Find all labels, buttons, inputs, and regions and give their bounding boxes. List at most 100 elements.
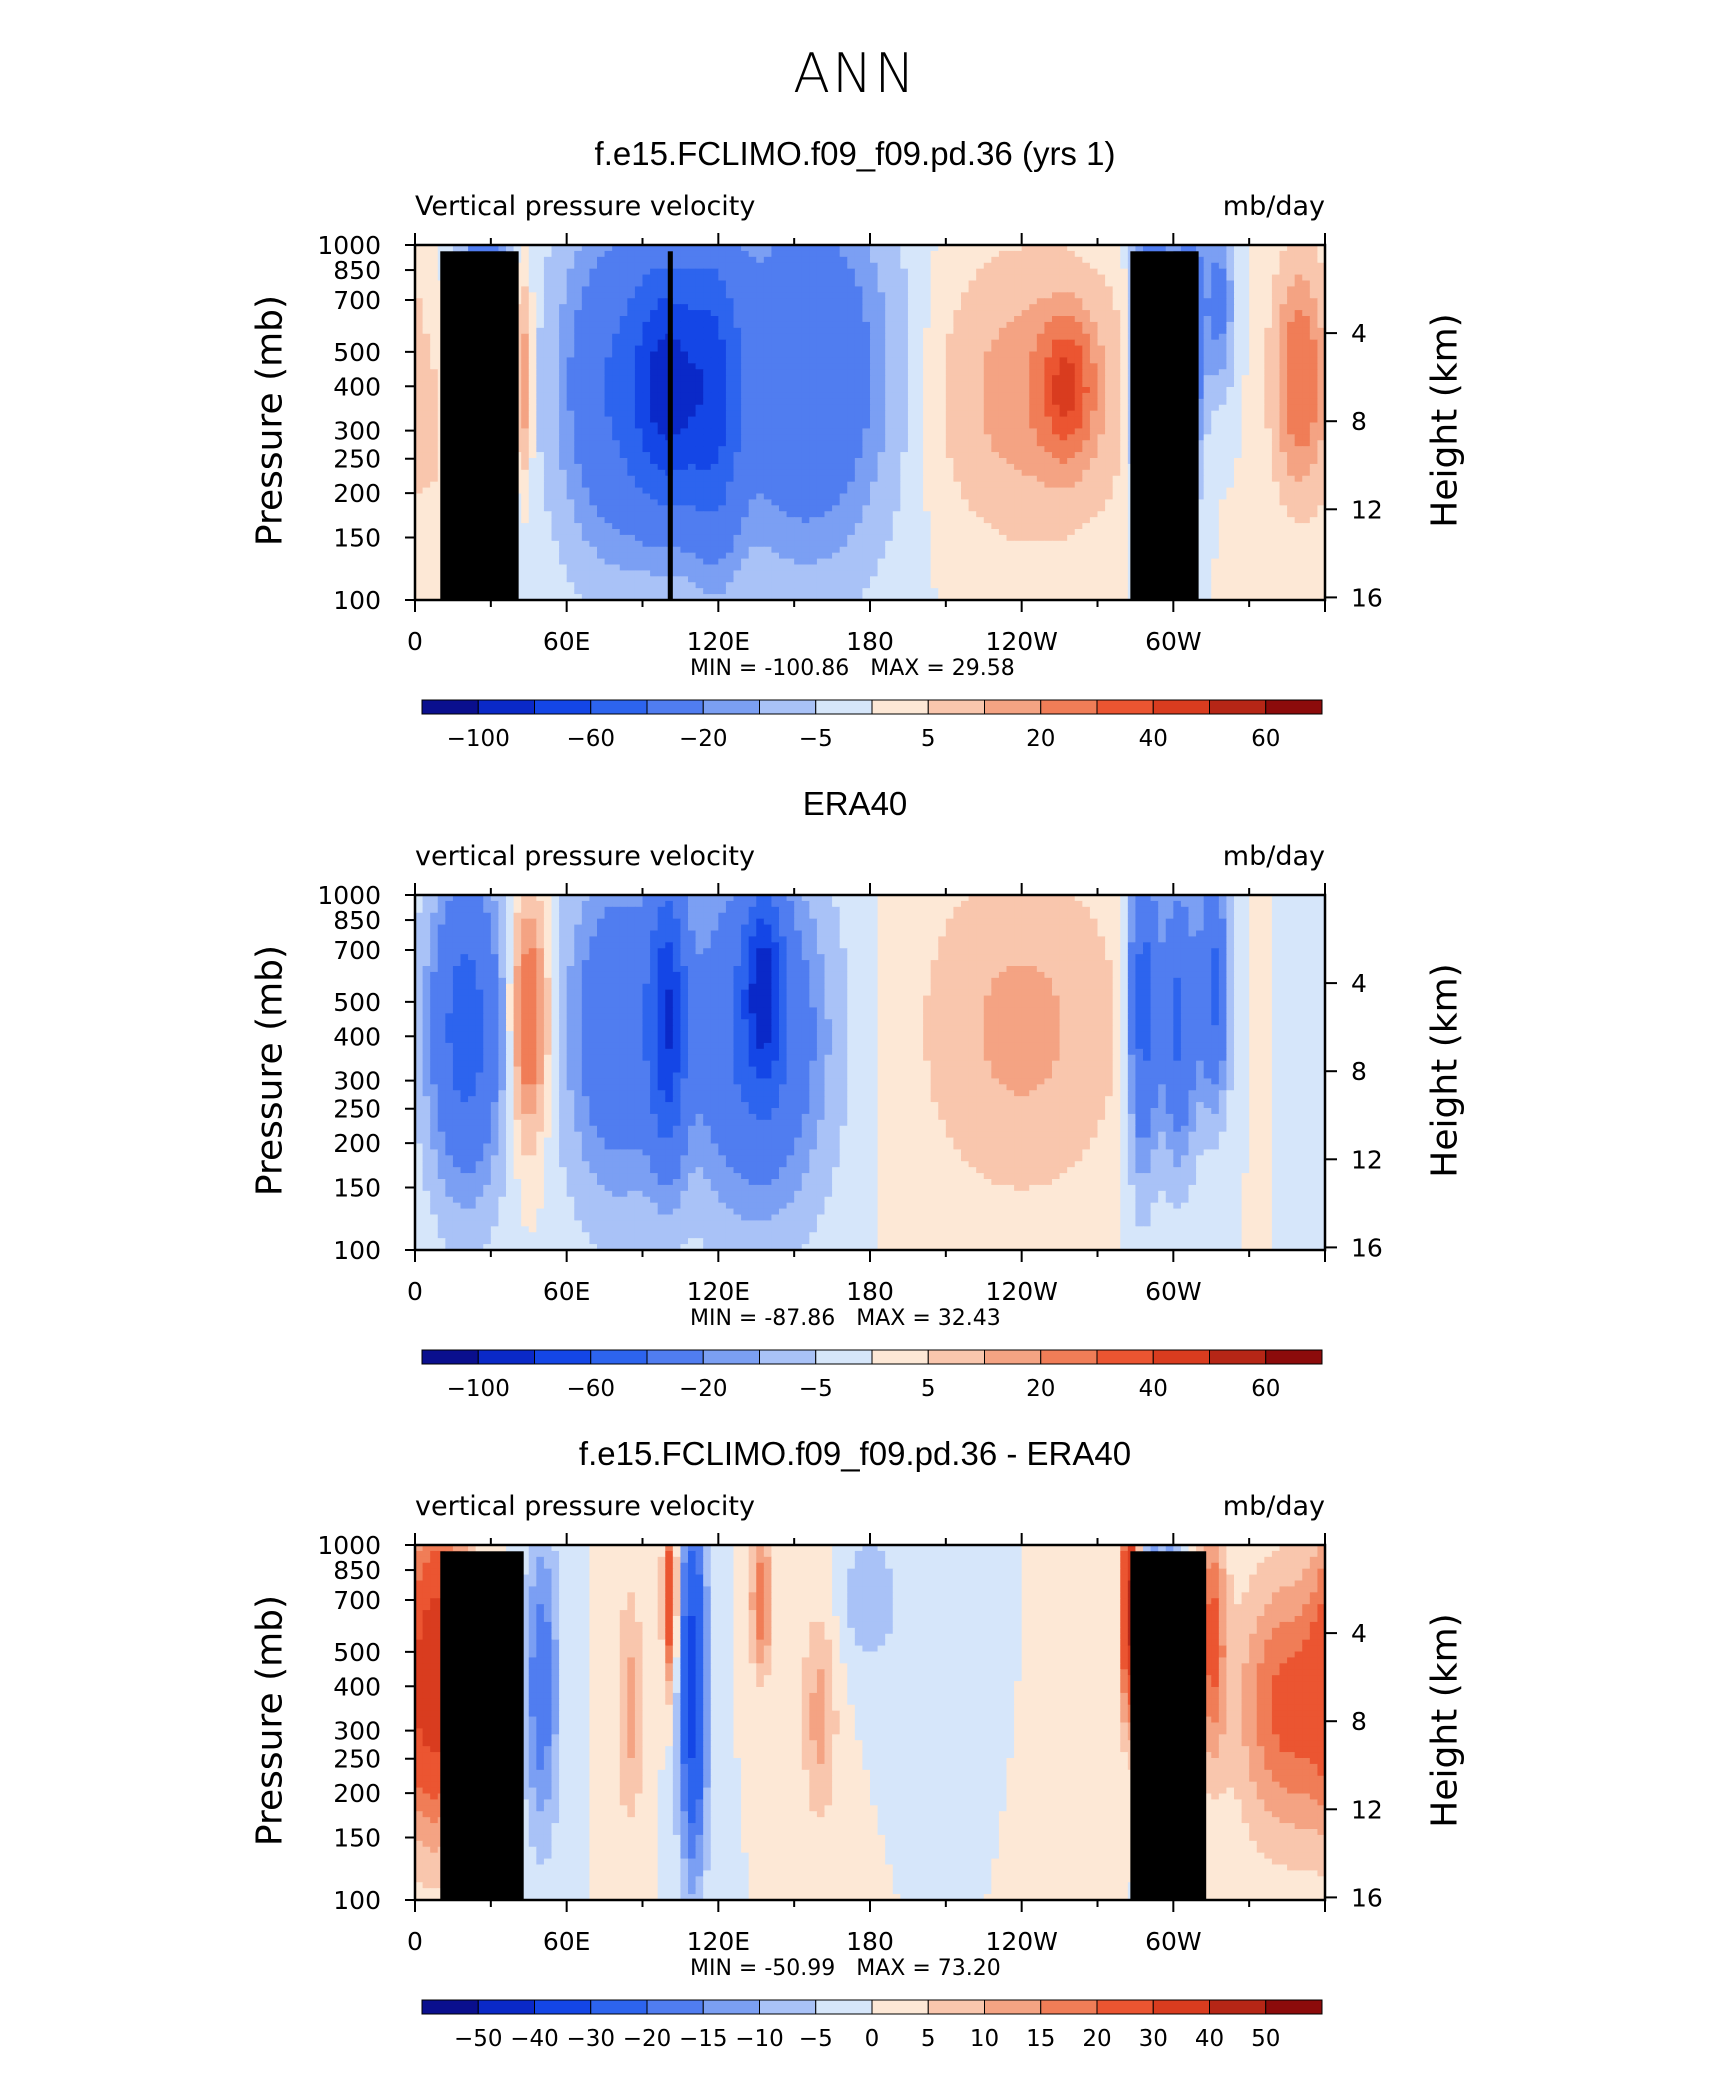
field-cell bbox=[1226, 298, 1235, 305]
field-cell bbox=[574, 475, 583, 483]
field-cell bbox=[1120, 280, 1129, 288]
field-cell bbox=[536, 428, 545, 435]
field-cell bbox=[907, 369, 917, 376]
field-cell bbox=[1067, 321, 1076, 329]
field-cell bbox=[521, 292, 530, 299]
field-cell bbox=[1226, 333, 1235, 341]
field-cell bbox=[1256, 422, 1265, 430]
field-cell bbox=[839, 274, 848, 282]
field-cell bbox=[1279, 245, 1288, 252]
field-cell bbox=[710, 262, 719, 270]
field-cell bbox=[1302, 321, 1311, 329]
field-cell bbox=[1302, 268, 1311, 276]
field-cell bbox=[528, 298, 537, 305]
field-cell bbox=[604, 387, 613, 394]
field-cell bbox=[1029, 310, 1038, 317]
field-cell bbox=[1052, 422, 1061, 430]
field-cell bbox=[998, 274, 1008, 282]
field-cell bbox=[1097, 286, 1106, 293]
field-cell bbox=[824, 250, 833, 258]
field-cell bbox=[741, 351, 750, 359]
field-cell bbox=[688, 304, 697, 311]
field-cell bbox=[1097, 369, 1106, 376]
field-cell bbox=[824, 452, 833, 459]
field-cell bbox=[422, 298, 431, 305]
field-cell bbox=[642, 440, 651, 447]
field-cell bbox=[854, 369, 864, 376]
field-cell bbox=[976, 446, 985, 453]
field-cell bbox=[1120, 345, 1129, 353]
field-cell bbox=[794, 369, 803, 376]
field-cell bbox=[998, 452, 1008, 459]
field-cell bbox=[650, 333, 659, 341]
field-cell bbox=[430, 345, 439, 353]
field-cell bbox=[619, 410, 628, 418]
field-cell bbox=[877, 398, 886, 406]
field-cell bbox=[816, 416, 826, 424]
field-cell bbox=[862, 487, 871, 495]
field-cell bbox=[968, 422, 977, 430]
field-cell bbox=[589, 422, 598, 430]
field-cell bbox=[763, 245, 773, 252]
field-cell bbox=[1302, 410, 1311, 418]
field-cell bbox=[1211, 469, 1220, 477]
field-cell bbox=[1067, 268, 1076, 276]
field-cell bbox=[976, 398, 985, 406]
field-cell bbox=[1014, 398, 1023, 406]
field-cell bbox=[816, 357, 826, 364]
field-cell bbox=[733, 422, 742, 430]
field-cell bbox=[703, 416, 712, 424]
field-cell bbox=[915, 404, 924, 412]
field-cell bbox=[1317, 333, 1326, 341]
field-cell bbox=[536, 333, 545, 341]
field-cell bbox=[1218, 274, 1228, 282]
field-cell bbox=[945, 339, 955, 347]
field-cell bbox=[1211, 452, 1220, 459]
field-cell bbox=[1029, 339, 1038, 347]
field-cell bbox=[415, 398, 424, 406]
field-cell bbox=[1074, 268, 1083, 276]
field-cell bbox=[430, 298, 439, 305]
field-cell bbox=[915, 268, 924, 276]
field-cell bbox=[1112, 262, 1121, 270]
field-cell bbox=[581, 475, 591, 483]
field-cell bbox=[695, 310, 704, 317]
field-cell bbox=[528, 351, 537, 359]
field-cell bbox=[976, 345, 985, 353]
field-cell bbox=[870, 481, 879, 489]
field-cell bbox=[854, 250, 864, 258]
field-cell bbox=[710, 392, 719, 400]
field-cell bbox=[1036, 398, 1046, 406]
field-cell bbox=[923, 410, 932, 418]
field-cell bbox=[1287, 434, 1296, 441]
field-cell bbox=[968, 463, 977, 471]
field-cell bbox=[794, 250, 803, 258]
field-cell bbox=[1271, 268, 1281, 276]
field-cell bbox=[1264, 298, 1273, 305]
field-cell bbox=[559, 268, 568, 276]
field-cell bbox=[1218, 245, 1228, 252]
field-cell bbox=[1036, 250, 1046, 258]
field-cell bbox=[1309, 369, 1319, 376]
field-cell bbox=[597, 387, 606, 394]
field-cell bbox=[961, 363, 970, 370]
field-cell bbox=[1097, 481, 1106, 489]
field-cell bbox=[581, 286, 591, 293]
field-cell bbox=[672, 452, 682, 459]
field-cell bbox=[862, 410, 871, 418]
field-cell bbox=[581, 422, 591, 430]
field-cell bbox=[543, 387, 553, 394]
field-cell bbox=[1052, 339, 1061, 347]
field-cell bbox=[650, 321, 659, 329]
field-cell bbox=[566, 327, 575, 335]
field-cell bbox=[983, 440, 992, 447]
field-cell bbox=[794, 351, 803, 359]
field-cell bbox=[839, 481, 848, 489]
field-cell bbox=[634, 351, 644, 359]
field-cell bbox=[521, 286, 530, 293]
field-cell bbox=[885, 357, 894, 364]
field-cell bbox=[794, 280, 803, 288]
field-cell bbox=[521, 458, 530, 465]
field-cell bbox=[1089, 481, 1099, 489]
field-cell bbox=[779, 292, 788, 299]
